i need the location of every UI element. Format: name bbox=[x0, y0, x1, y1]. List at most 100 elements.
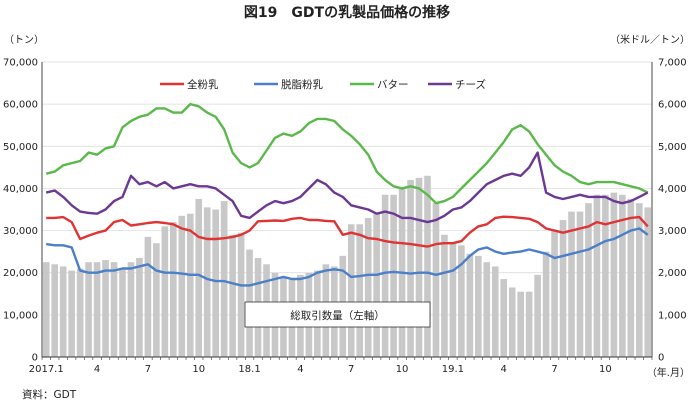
volume-bar bbox=[178, 215, 186, 357]
left-tick-label: 50,000 bbox=[3, 142, 38, 153]
volume-bar bbox=[229, 234, 236, 357]
volume-bar bbox=[483, 262, 491, 357]
legend-label: 脱脂粉乳 bbox=[281, 78, 323, 91]
x-tick-label: 10 bbox=[192, 364, 205, 375]
legend-label: バター bbox=[377, 79, 409, 91]
x-tick-label: 7 bbox=[551, 364, 557, 375]
volume-bar bbox=[212, 209, 219, 357]
volume-bar bbox=[559, 220, 567, 357]
volume-bar bbox=[381, 194, 389, 357]
volume-bar bbox=[59, 266, 67, 357]
volume-bar bbox=[93, 262, 101, 357]
right-tick-label: 5,000 bbox=[658, 142, 687, 153]
volume-bar bbox=[491, 266, 499, 357]
volume-bar bbox=[364, 217, 372, 357]
volume-bar bbox=[42, 262, 50, 357]
x-tick-label: 4 bbox=[94, 364, 100, 375]
volume-bar bbox=[68, 270, 75, 357]
volume-bar bbox=[119, 268, 126, 357]
volume-bar bbox=[551, 230, 558, 357]
gridlines bbox=[42, 61, 652, 316]
volume-bar bbox=[76, 268, 84, 357]
left-tick-label: 0 bbox=[32, 353, 38, 364]
volume-bar bbox=[525, 291, 533, 357]
volume-bar bbox=[415, 177, 423, 357]
volume-bar bbox=[110, 262, 118, 357]
right-axis-ticks: 0 1,000 2,000 3,000 4,000 5,000 6,000 7,000 bbox=[658, 58, 687, 364]
volume-bar bbox=[610, 192, 618, 357]
volume-bar bbox=[534, 274, 541, 357]
volume-bar bbox=[153, 243, 160, 357]
legend: 全粉乳 脱脂粉乳 バター チーズ bbox=[160, 78, 486, 91]
volume-bar bbox=[170, 222, 177, 357]
volume-bar bbox=[644, 207, 652, 357]
left-tick-label: 30,000 bbox=[3, 226, 38, 237]
right-tick-label: 2,000 bbox=[658, 268, 687, 279]
left-tick-label: 70,000 bbox=[3, 58, 38, 69]
right-tick-label: 1,000 bbox=[658, 310, 687, 321]
volume-bar bbox=[602, 194, 609, 357]
volume-bar bbox=[102, 260, 109, 357]
volume-bar bbox=[127, 262, 135, 357]
volume-bar bbox=[458, 245, 465, 357]
x-tick-label: 10 bbox=[396, 364, 409, 375]
right-tick-label: 0 bbox=[658, 353, 664, 364]
volume-bar bbox=[237, 232, 245, 357]
annotation-label: 総取引数量（左軸） bbox=[290, 309, 385, 322]
source-note: 資料：GDT bbox=[22, 388, 77, 401]
legend-label: チーズ bbox=[455, 78, 486, 91]
volume-bar bbox=[195, 198, 203, 357]
annotation-box bbox=[244, 301, 431, 328]
legend-label: 全粉乳 bbox=[187, 78, 219, 91]
right-tick-label: 4,000 bbox=[658, 184, 687, 195]
volume-bar bbox=[186, 213, 194, 357]
volume-bar bbox=[593, 194, 601, 357]
volume-bar bbox=[356, 224, 364, 357]
volume-bar bbox=[508, 287, 516, 357]
volume-bar bbox=[203, 207, 211, 357]
volume-bar bbox=[144, 236, 152, 357]
right-axis-unit: （米ドル／トン） bbox=[610, 33, 690, 46]
volume-bar bbox=[347, 224, 355, 357]
volume-bar bbox=[517, 291, 524, 357]
volume-bar bbox=[475, 255, 482, 357]
volume-bar bbox=[619, 194, 626, 357]
price-lines bbox=[45, 102, 649, 287]
x-tick-label: 7 bbox=[348, 364, 354, 375]
volume-bar bbox=[500, 279, 508, 357]
volume-bar bbox=[627, 198, 635, 357]
x-tick-label: 4 bbox=[501, 364, 507, 375]
x-tick-label: 18.1 bbox=[238, 364, 260, 375]
volume-bar bbox=[390, 194, 397, 357]
x-tick-label: 19.1 bbox=[442, 364, 464, 375]
series-line-チーズ bbox=[45, 151, 649, 224]
x-axis-ticks: 2017.1 4 7 10 18.1 4 7 10 19.1 4 7 10 bbox=[29, 357, 653, 375]
left-axis-unit: （トン） bbox=[4, 34, 44, 46]
left-axis-ticks: 0 10,000 20,000 30,000 40,000 50,000 60,000 70,… bbox=[3, 58, 38, 364]
right-tick-label: 7,000 bbox=[658, 58, 687, 69]
x-tick-label: 7 bbox=[145, 364, 151, 375]
volume-bar bbox=[449, 243, 457, 357]
volume-bar bbox=[466, 253, 474, 357]
right-tick-label: 6,000 bbox=[658, 100, 687, 111]
series-line-脱脂粉乳 bbox=[46, 227, 649, 287]
volume-bar bbox=[407, 180, 414, 357]
volume-bar bbox=[161, 226, 169, 357]
volume-bar bbox=[85, 262, 92, 357]
x-tick-label: 10 bbox=[599, 364, 612, 375]
volume-bar bbox=[576, 211, 584, 357]
volume-bar bbox=[585, 203, 592, 357]
chart-title: 図19 GDTの乳製品価格の推移 bbox=[244, 4, 450, 21]
left-tick-label: 60,000 bbox=[3, 100, 38, 111]
volume-bars bbox=[42, 175, 652, 357]
volume-bar bbox=[424, 175, 431, 357]
right-tick-label: 3,000 bbox=[658, 226, 687, 237]
volume-bar bbox=[635, 203, 643, 357]
volume-bar bbox=[373, 213, 380, 357]
x-tick-label: 4 bbox=[297, 364, 303, 375]
left-tick-label: 40,000 bbox=[3, 184, 38, 195]
volume-bar bbox=[136, 257, 143, 357]
volume-bar bbox=[51, 264, 59, 357]
x-tick-label: 2017.1 bbox=[29, 364, 64, 375]
